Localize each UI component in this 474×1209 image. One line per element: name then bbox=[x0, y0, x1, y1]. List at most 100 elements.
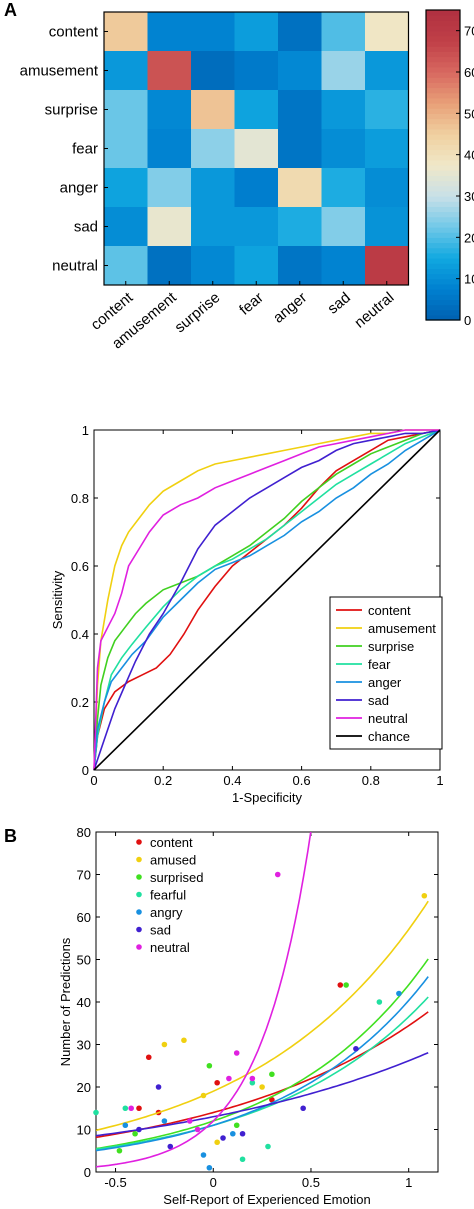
colorbar-band bbox=[426, 103, 460, 109]
scatter-legend-label: fearful bbox=[150, 888, 186, 903]
scatter-point-sad bbox=[300, 1105, 306, 1112]
roc-series-line-anger bbox=[93, 429, 441, 771]
heatmap-cell bbox=[191, 207, 235, 247]
colorbar-tick-label: 30 bbox=[464, 189, 474, 204]
heatmap-cell bbox=[234, 90, 279, 130]
heatmap-row-label: amusement bbox=[20, 63, 99, 80]
scatter-axes-frame bbox=[95, 831, 439, 1173]
scatter-point-surprised bbox=[269, 1071, 275, 1078]
heatmap-cell bbox=[191, 246, 235, 286]
colorbar-band bbox=[426, 232, 460, 238]
roc-legend-label: anger bbox=[368, 675, 402, 690]
roc-y-tick-label: 1 bbox=[82, 423, 89, 438]
scatter-legend-label: surprised bbox=[150, 870, 203, 885]
scatter-x-tick-label: -0.5 bbox=[104, 1175, 126, 1190]
colorbar-band bbox=[426, 56, 460, 63]
scatter-fit-line-fearful bbox=[96, 996, 429, 1150]
heatmap-row-label: surprise bbox=[45, 102, 98, 119]
scatter-x-tick-label: 0.5 bbox=[302, 1175, 320, 1190]
heatmap-row-label: content bbox=[49, 24, 99, 41]
scatter-point-surprised bbox=[116, 1147, 123, 1154]
roc-legend-label: surprise bbox=[368, 639, 414, 654]
colorbar-band bbox=[426, 294, 460, 300]
scatter-point-content bbox=[214, 1079, 220, 1086]
colorbar-tick-label: 40 bbox=[464, 148, 474, 163]
roc-y-tick-label: 0.4 bbox=[71, 627, 89, 642]
scatter-point-content bbox=[136, 1105, 142, 1112]
heatmap-col-label: fear bbox=[236, 289, 267, 319]
scatter-point-amused bbox=[161, 1041, 168, 1048]
colorbar-band bbox=[426, 211, 460, 218]
roc-series-line-fear bbox=[93, 429, 441, 771]
colorbar-band bbox=[426, 144, 460, 151]
scatter-point-amused bbox=[259, 1084, 265, 1090]
scatter-point-angry bbox=[206, 1164, 213, 1171]
scatter-y-tick-label: 10 bbox=[77, 1123, 91, 1138]
scatter-point-angry bbox=[200, 1152, 207, 1158]
scatter-point-content bbox=[337, 982, 344, 988]
colorbar-band bbox=[426, 263, 460, 269]
heatmap-cell bbox=[147, 12, 192, 52]
colorbar-band bbox=[426, 185, 460, 192]
roc-series-line-chance bbox=[93, 429, 441, 771]
heatmap-cell bbox=[278, 12, 322, 52]
colorbar-band bbox=[426, 87, 460, 94]
heatmap-cell bbox=[365, 12, 409, 52]
scatter-point-sad bbox=[353, 1045, 359, 1052]
heatmap-cell bbox=[321, 51, 366, 91]
heatmap-cell bbox=[321, 129, 366, 169]
colorbar-tick-label: 0 bbox=[464, 313, 471, 328]
colorbar-band bbox=[426, 175, 460, 182]
heatmap-cell bbox=[365, 246, 409, 286]
colorbar-band bbox=[426, 128, 460, 135]
roc-legend-label: chance bbox=[368, 729, 410, 744]
scatter-legend-label: neutral bbox=[150, 940, 190, 955]
scatter-y-tick-label: 40 bbox=[77, 995, 91, 1010]
heatmap-cell bbox=[191, 168, 235, 208]
heatmap-cell bbox=[234, 246, 279, 286]
scatter-point-neutral bbox=[274, 871, 281, 878]
colorbar-band bbox=[426, 97, 460, 104]
panel-label-b: B bbox=[4, 826, 17, 846]
heatmap-row-label: fear bbox=[72, 141, 98, 158]
roc-y-tick-label: 0.2 bbox=[71, 695, 89, 710]
colorbar-band bbox=[426, 283, 460, 290]
heatmap-cell bbox=[147, 90, 192, 130]
heatmap-cell bbox=[191, 129, 235, 169]
scatter-point-angry bbox=[396, 990, 402, 997]
colorbar-band bbox=[426, 309, 460, 316]
scatter-legend-marker bbox=[136, 909, 142, 915]
colorbar-band bbox=[426, 216, 460, 223]
colorbar-band bbox=[426, 170, 460, 176]
scatter-fit-line-amused bbox=[96, 900, 429, 1132]
roc-legend-label: sad bbox=[368, 693, 389, 708]
colorbar-band bbox=[426, 10, 460, 16]
scatter-point-surprised bbox=[206, 1062, 213, 1069]
roc-x-axis-label: 1-Specificity bbox=[232, 790, 303, 805]
roc-y-tick-label: 0.6 bbox=[71, 559, 89, 574]
scatter-point-amused bbox=[200, 1092, 207, 1099]
scatter-point-fearful bbox=[376, 999, 383, 1005]
scatter-y-tick-label: 70 bbox=[77, 868, 91, 883]
colorbar-band bbox=[426, 41, 460, 47]
scatter-point-sad bbox=[155, 1084, 162, 1090]
heatmap-cell bbox=[104, 90, 148, 130]
colorbar-band bbox=[426, 15, 460, 21]
heatmap-cell bbox=[234, 12, 279, 52]
colorbar-band bbox=[426, 268, 460, 275]
colorbar-band bbox=[426, 30, 460, 37]
heatmap-col-label: neutral bbox=[351, 289, 397, 332]
heatmap-cell bbox=[147, 246, 192, 286]
scatter-point-fearful bbox=[265, 1143, 271, 1150]
colorbar-band bbox=[426, 20, 460, 27]
colorbar-band bbox=[426, 299, 460, 306]
heatmap-cell bbox=[278, 51, 322, 91]
scatter-y-tick-label: 30 bbox=[77, 1038, 91, 1053]
colorbar-tick-label: 50 bbox=[464, 106, 474, 121]
heatmap-cell bbox=[191, 90, 235, 130]
heatmap-cell bbox=[321, 12, 366, 52]
colorbar-band bbox=[426, 190, 460, 197]
scatter-fit-line-angry bbox=[96, 976, 429, 1152]
roc-legend-label: fear bbox=[368, 657, 391, 672]
roc-x-tick-label: 0.6 bbox=[293, 773, 311, 788]
